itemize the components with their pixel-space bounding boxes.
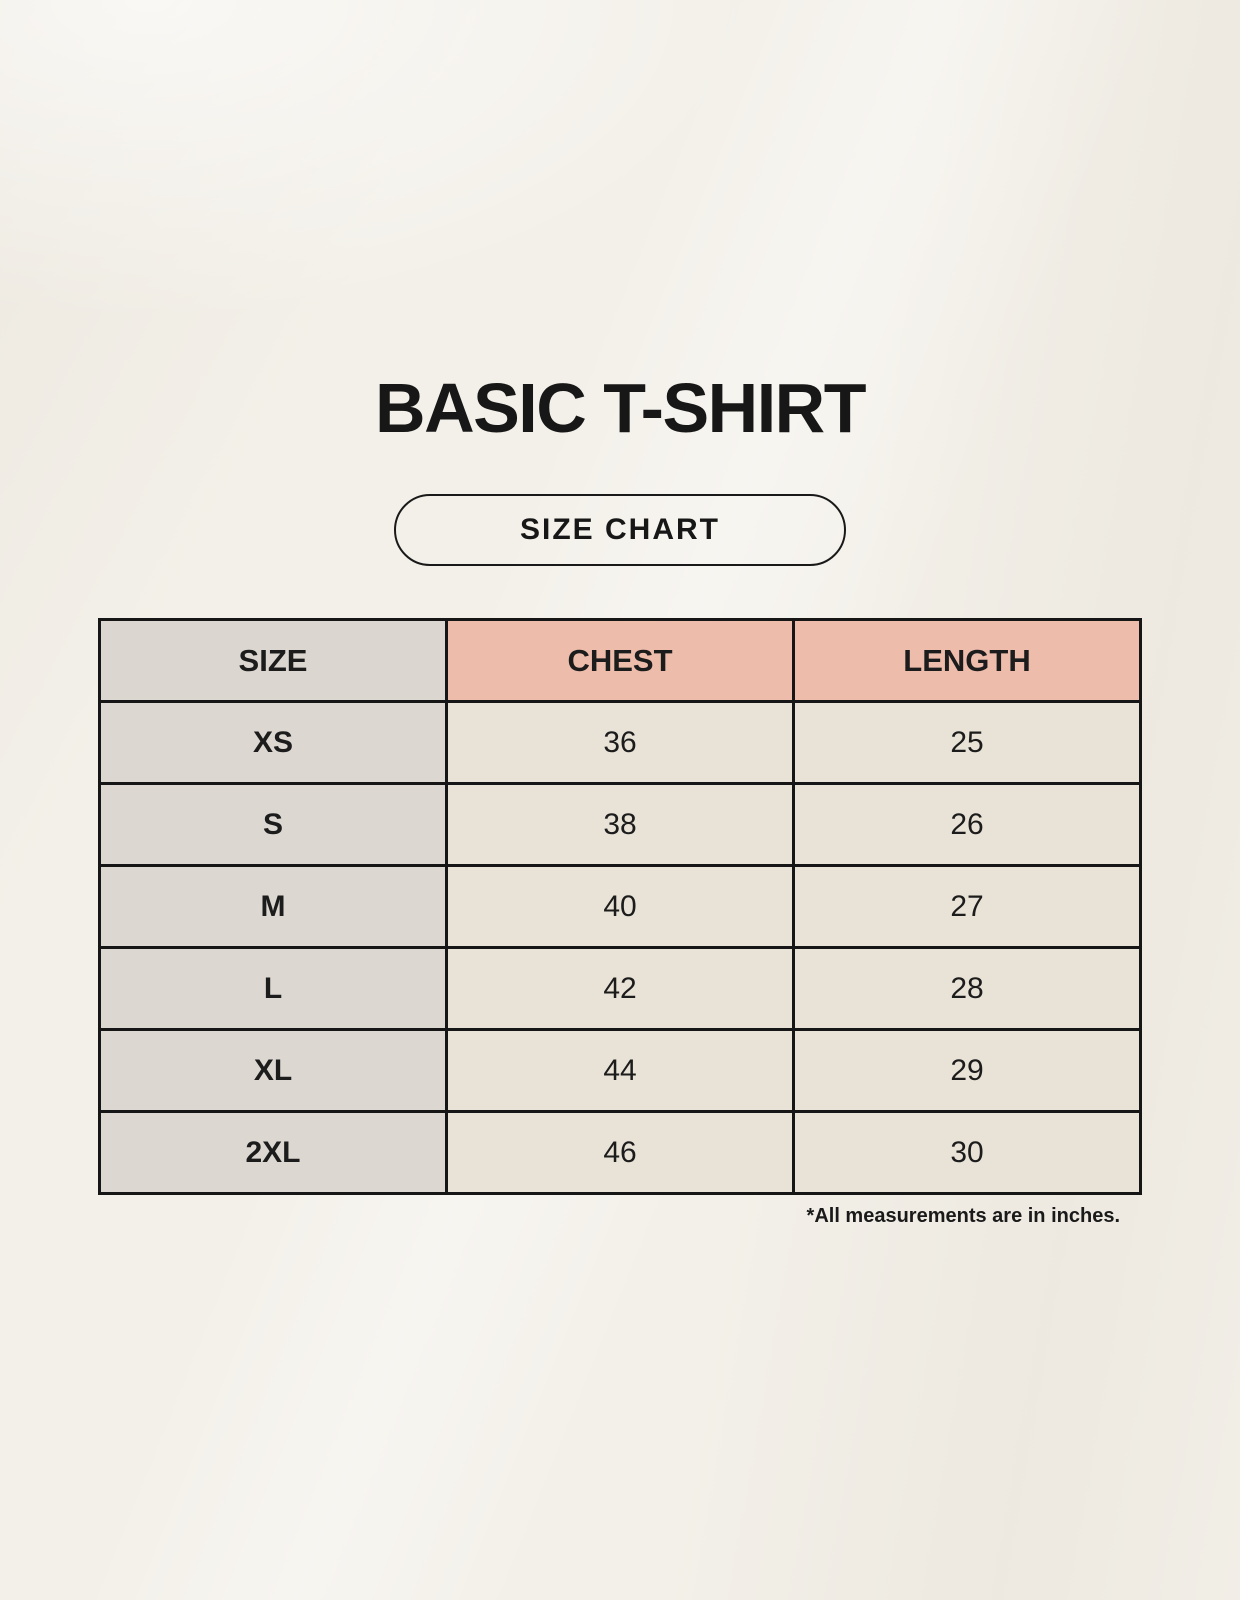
table-header-row: SIZE CHEST LENGTH (98, 618, 1142, 703)
size-label: 2XL (98, 1110, 448, 1195)
size-label: XS (98, 700, 448, 785)
measurement-footnote: *All measurements are in inches. (806, 1205, 1120, 1227)
size-label: M (98, 864, 448, 949)
table-row: XS 36 25 (98, 700, 1142, 785)
table-row: XL 44 29 (98, 1028, 1142, 1113)
chest-value: 42 (445, 946, 795, 1031)
chest-value: 40 (445, 864, 795, 949)
table-row: L 42 28 (98, 946, 1142, 1031)
column-header-size: SIZE (98, 618, 448, 703)
length-value: 25 (792, 700, 1142, 785)
chest-value: 46 (445, 1110, 795, 1195)
size-label: XL (98, 1028, 448, 1113)
size-chart-badge: SIZE CHART (394, 494, 846, 566)
length-value: 27 (792, 864, 1142, 949)
size-chart-badge-label: SIZE CHART (520, 513, 720, 546)
table-row: M 40 27 (98, 864, 1142, 949)
page-title: BASIC T-SHIRT (375, 369, 866, 447)
length-value: 29 (792, 1028, 1142, 1113)
column-header-length: LENGTH (792, 618, 1142, 703)
size-label: S (98, 782, 448, 867)
chest-value: 38 (445, 782, 795, 867)
chest-value: 36 (445, 700, 795, 785)
length-value: 26 (792, 782, 1142, 867)
chest-value: 44 (445, 1028, 795, 1113)
size-label: L (98, 946, 448, 1031)
size-chart-table: SIZE CHEST LENGTH XS 36 25 S 38 26 M (98, 618, 1142, 1195)
size-table-container: SIZE CHEST LENGTH XS 36 25 S 38 26 M (98, 618, 1142, 1195)
table-row: S 38 26 (98, 782, 1142, 867)
table-row: 2XL 46 30 (98, 1110, 1142, 1195)
length-value: 30 (792, 1110, 1142, 1195)
column-header-chest: CHEST (445, 618, 795, 703)
length-value: 28 (792, 946, 1142, 1031)
